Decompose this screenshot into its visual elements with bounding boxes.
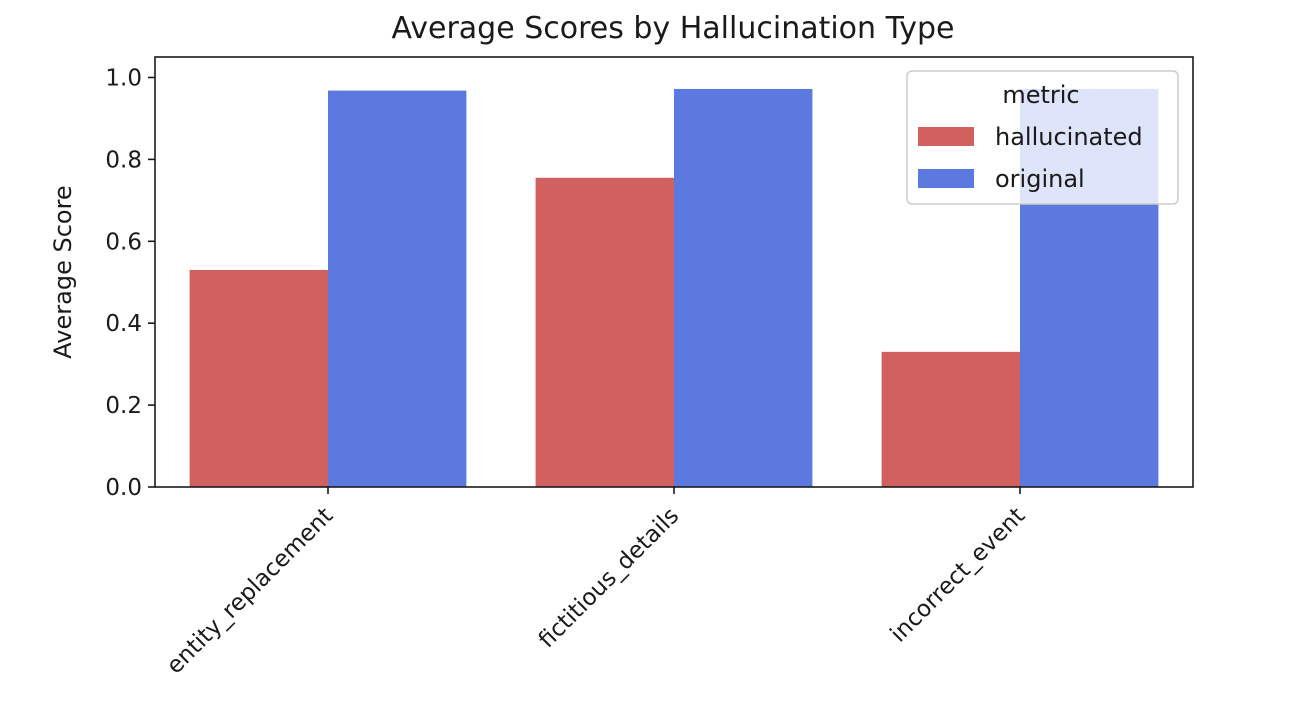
legend-swatch-hallucinated	[918, 127, 974, 146]
bar-original-entity_replacement	[328, 90, 467, 487]
x-tick-label: fictitious_details	[534, 503, 684, 653]
y-tick-label: 0.4	[105, 311, 142, 337]
x-tick-label: entity_replacement	[162, 503, 338, 679]
bar-original-fictitious_details	[674, 88, 813, 487]
legend-title: metric	[1002, 81, 1079, 109]
bar-hallucinated-incorrect_event	[881, 351, 1020, 487]
y-axis-label: Average Score	[49, 185, 77, 358]
y-tick-label: 0.6	[105, 229, 142, 255]
y-tick-label: 0.8	[105, 147, 142, 173]
y-tick-label: 0.0	[105, 475, 142, 501]
y-tick-label: 1.0	[105, 65, 142, 91]
chart-title: Average Scores by Hallucination Type	[391, 11, 954, 46]
bar-hallucinated-fictitious_details	[535, 177, 674, 488]
bar-hallucinated-entity_replacement	[189, 269, 328, 487]
legend-box	[906, 70, 1179, 205]
legend-swatch-original	[918, 169, 974, 188]
x-tick-label: incorrect_event	[886, 503, 1031, 648]
bars-layer	[189, 88, 1159, 488]
y-tick-label: 0.2	[105, 393, 142, 419]
legend-label-hallucinated: hallucinated	[995, 123, 1143, 151]
legend-label-original: original	[995, 165, 1085, 193]
legend: metric hallucinated original	[906, 70, 1179, 205]
